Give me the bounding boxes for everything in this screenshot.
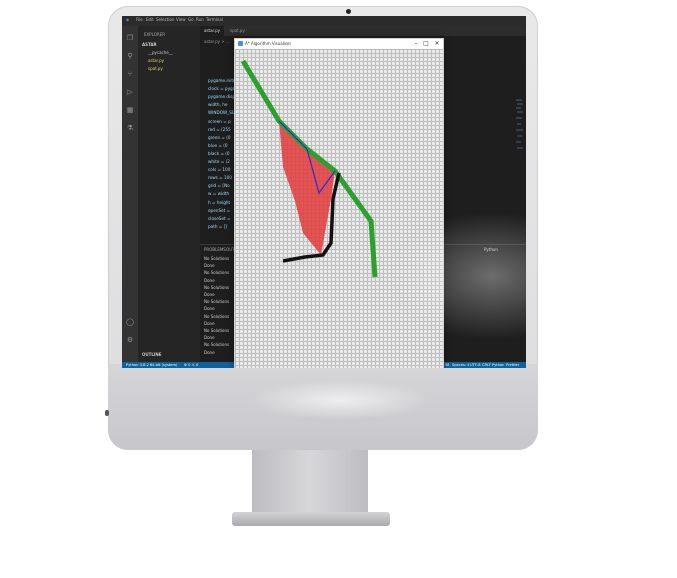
monitor-stand-base	[232, 512, 390, 526]
code-line: clock = pyga	[208, 86, 236, 92]
terminal-line: No Solutions	[204, 313, 230, 319]
status-problems[interactable]: ⊗ 0 ⚠ 0	[184, 363, 199, 367]
menu-run[interactable]: Run	[196, 17, 204, 22]
outline-header[interactable]: OUTLINE	[142, 352, 162, 357]
terminal-dropdown[interactable]: Python	[484, 247, 498, 252]
search-line	[278, 120, 336, 195]
camera	[346, 9, 351, 14]
menu-edit[interactable]: Edit	[146, 17, 154, 22]
minimize-button[interactable]: –	[414, 40, 418, 47]
menu-view[interactable]: View	[176, 17, 186, 22]
search-icon[interactable]: ⚲	[127, 52, 133, 60]
menu-go[interactable]: Go	[188, 17, 194, 22]
vscode-titlebar: ◆ File Edit Selection View Go Run Termin…	[122, 16, 526, 26]
editor-tabbar	[200, 26, 526, 36]
run-debug-icon[interactable]: ▷	[127, 88, 133, 96]
terminal-line: No Solutions	[204, 284, 230, 290]
green-path	[240, 59, 378, 278]
status-language[interactable]: Python	[492, 363, 505, 367]
terminal-line: Done	[204, 335, 215, 341]
minimap[interactable]	[516, 96, 524, 156]
wall	[282, 172, 341, 263]
status-interpreter[interactable]: Python 3.8.2 64-bit (system)	[126, 363, 178, 367]
code-line: green = (0	[208, 134, 231, 140]
monitor-stand-neck	[252, 450, 368, 516]
terminal-line: Done	[204, 263, 215, 269]
explored-region	[279, 121, 335, 255]
menu-terminal[interactable]: Terminal	[206, 17, 223, 22]
visualizer-title: A* Algorithm Visualiser	[245, 41, 292, 46]
terminal-line: No Solutions	[204, 299, 230, 305]
menu-selection[interactable]: Selection	[156, 17, 175, 22]
activity-bar: ❐ ⚲ ⑂ ▷ ▦ ⚗ ◯ ⚙	[122, 26, 138, 362]
code-line: screen = p	[208, 118, 231, 124]
code-line: black = (0	[208, 150, 230, 156]
code-line: pygame.init()	[208, 78, 237, 83]
extensions-icon[interactable]: ▦	[126, 106, 134, 114]
code-line: grid = [No	[208, 183, 230, 189]
tree-item-spot[interactable]: spot.py	[148, 66, 163, 71]
menu-file[interactable]: File	[136, 17, 143, 22]
code-line: red = (255	[208, 126, 231, 132]
explorer-sidebar: EXPLORER ASTAR __pycache__ astar.py spot…	[138, 26, 200, 362]
maximize-button[interactable]: □	[423, 40, 429, 47]
tab-spot[interactable]: spot.py	[226, 26, 249, 36]
terminal-line: Done	[204, 292, 215, 297]
vscode-logo-icon: ◆	[126, 17, 130, 22]
terminal-line: Done	[204, 277, 215, 283]
visualizer-window: A* Algorithm Visualiser – □ ✕	[234, 38, 444, 368]
panel-tab-problems[interactable]: PROBLEMS	[204, 247, 226, 252]
explorer-root[interactable]: ASTAR	[142, 42, 157, 47]
source-control-icon[interactable]: ⑂	[127, 70, 133, 78]
terminal-line: No Solutions	[204, 328, 230, 333]
code-line: WINDOW_SIZ	[208, 110, 237, 116]
terminal-line: No Solutions	[204, 270, 230, 276]
code-line: path = []	[208, 223, 227, 229]
code-line: width, he	[208, 102, 228, 108]
status-encoding[interactable]: UTF-8	[470, 363, 481, 367]
terminal-line: Done	[204, 349, 215, 355]
code-line: rows = 100	[208, 175, 232, 181]
tree-item-astar[interactable]: astar.py	[148, 58, 165, 63]
test-icon[interactable]: ⚗	[126, 124, 134, 132]
screen: ◆ File Edit Selection View Go Run Termin…	[122, 16, 526, 368]
grid-overlay	[240, 59, 378, 278]
tab-astar[interactable]: astar.py	[200, 26, 225, 36]
status-eol[interactable]: CRLF	[482, 363, 492, 367]
app-icon	[238, 41, 243, 46]
gear-icon[interactable]: ⚙	[126, 336, 134, 344]
code-line: pygame.disp	[208, 94, 236, 100]
code-line: cols = 100	[208, 167, 231, 173]
close-button[interactable]: ✕	[434, 40, 440, 47]
code-line: white = (2	[208, 159, 230, 164]
status-prettier[interactable]: Prettier	[506, 363, 520, 367]
account-icon[interactable]: ◯	[126, 318, 134, 326]
terminal-line: Done	[204, 306, 215, 312]
files-icon[interactable]: ❐	[126, 34, 134, 42]
explorer-header: EXPLORER	[144, 32, 165, 37]
side-port	[105, 410, 109, 416]
terminal-line: No Solutions	[204, 256, 230, 261]
code-line: openSet =	[208, 207, 231, 213]
breadcrumb: astar.py > ...	[204, 39, 230, 44]
code-line: closeSet =	[208, 215, 231, 221]
code-line: blue = (0	[208, 142, 228, 148]
terminal-line: No Solutions	[204, 342, 230, 348]
status-indent[interactable]: Spaces: 4	[452, 363, 470, 367]
code-line: h = height	[208, 199, 231, 205]
code-line: w = width	[208, 191, 230, 197]
grid-canvas[interactable]	[235, 49, 443, 368]
monitor-logo-wave	[250, 380, 430, 420]
terminal-line: Done	[204, 320, 215, 326]
tree-item-pycache[interactable]: __pycache__	[148, 50, 173, 55]
